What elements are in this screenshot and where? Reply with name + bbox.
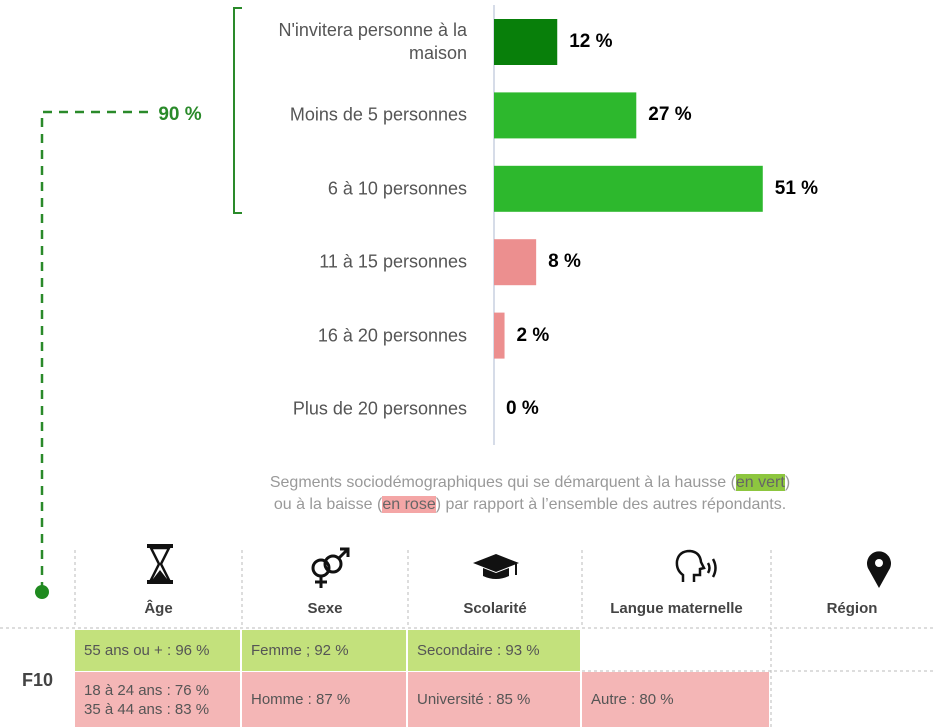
bar: [494, 19, 558, 65]
cell-line: 35 à 44 ans : 83 %: [84, 700, 210, 718]
table-lines: [0, 550, 933, 727]
table-cell: Femme ; 92 %: [242, 630, 406, 671]
value-label: 2 %: [516, 324, 550, 346]
table-cell: Autre : 80 %: [582, 672, 769, 727]
note: Segments sociodémographiques qui se déma…: [160, 472, 900, 516]
value-label: 8 %: [548, 251, 581, 273]
category-label: 6 à 10 personnes: [327, 178, 467, 199]
table-cell: Secondaire : 93 %: [408, 630, 580, 671]
category-label: 16 à 20 personnes: [317, 325, 467, 346]
bar: [494, 165, 763, 212]
category-label: Moins de 5 personnes: [289, 104, 467, 125]
bar: [494, 239, 537, 286]
column-header: Langue maternelle: [610, 600, 743, 617]
value-label: 51 %: [774, 177, 819, 199]
cell-line: 18 à 24 ans : 76 %: [84, 681, 210, 699]
column-header: Région: [826, 600, 878, 617]
icon-education: [473, 554, 519, 579]
connector: [40, 110, 148, 592]
bar: [494, 312, 505, 359]
note-text: Segments sociodémographiques qui se déma…: [269, 474, 736, 491]
note-text: ): [784, 474, 791, 491]
column-header: Scolarité: [463, 600, 527, 617]
column-header: Âge: [144, 600, 173, 617]
table-cell: 18 à 24 ans : 76 % 35 à 44 ans : 83 %: [75, 672, 240, 727]
note-text: ) par rapport à l’ensemble des autres ré…: [435, 496, 787, 513]
bar: [494, 92, 637, 139]
category-label: Plus de 20 personnes: [292, 398, 467, 419]
note-text: ou à la baisse (: [273, 496, 383, 513]
bracket-label: 90 %: [158, 104, 201, 125]
note-pink: en rose: [382, 496, 436, 513]
note-green: en vert: [735, 474, 785, 491]
value-label: 27 %: [648, 104, 692, 126]
icon-age: [147, 544, 173, 584]
table-cell: Homme : 87 %: [242, 672, 406, 727]
icon-language: [675, 549, 717, 582]
connector-dot: [35, 585, 49, 599]
value-label: 12 %: [569, 31, 613, 52]
table-cell: 55 ans ou + : 96 %: [75, 630, 240, 671]
bracket: [233, 7, 242, 214]
value-label: 0 %: [506, 398, 539, 419]
icon-region: [867, 551, 891, 588]
category-label: 11 à 15 personnes: [319, 251, 467, 272]
column-header: Sexe: [307, 600, 343, 617]
category-label: N'invitera personne à la maison: [278, 20, 467, 63]
table-cell: Université : 85 %: [408, 672, 580, 727]
icon-gender: [311, 547, 350, 588]
row-label: F10: [21, 670, 54, 690]
